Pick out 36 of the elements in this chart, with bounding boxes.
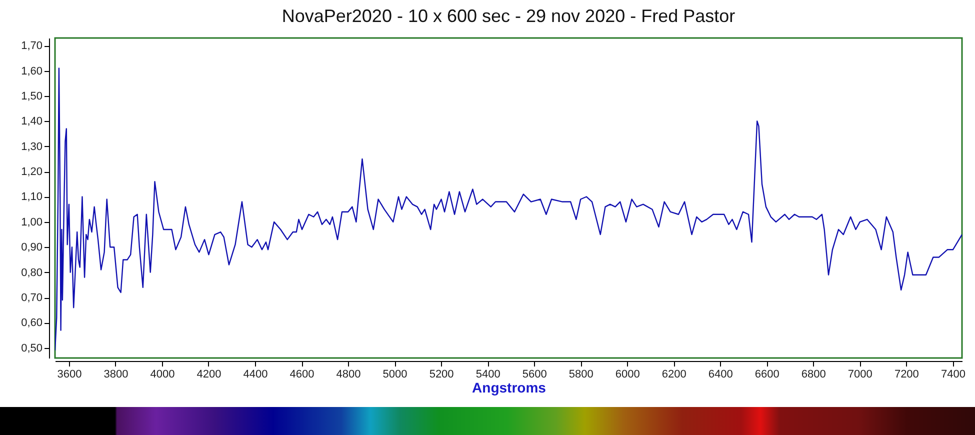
x-axis-title: Angstroms: [472, 380, 546, 396]
x-tick-label: 7200: [894, 368, 919, 380]
y-tick-label: 1,00: [21, 216, 42, 228]
y-tick-label: 0,80: [21, 266, 42, 279]
y-tick-label: 1,60: [21, 65, 42, 78]
x-tick-label: 4200: [196, 368, 222, 380]
x-tick-label: 5400: [476, 368, 500, 380]
x-tick-label: 3800: [104, 368, 128, 380]
x-tick-label: 7400: [940, 368, 966, 380]
chart-title: NovaPer2020 - 10 x 600 sec - 29 nov 2020 - Fred Pastor: [282, 6, 736, 26]
y-tick-label: 0,90: [21, 242, 42, 254]
x-tick-label: 6600: [754, 368, 780, 380]
x-tick-label: 7000: [848, 368, 872, 380]
x-tick-label: 3600: [57, 368, 82, 380]
y-tick-label: 0,70: [21, 292, 42, 304]
x-tick-label: 5800: [568, 368, 594, 380]
x-tick-label: 4400: [243, 368, 268, 380]
x-tick-label: 6400: [708, 368, 733, 380]
y-tick-label: 1,70: [21, 40, 42, 52]
y-tick-label: 0,50: [21, 342, 42, 354]
x-tick-label: 5600: [522, 368, 547, 380]
y-tick-label: 0,60: [21, 317, 42, 330]
y-tick-label: 1,30: [21, 140, 42, 153]
x-tick-label: 5000: [382, 368, 408, 380]
y-tick-label: 1,10: [21, 191, 42, 204]
x-tick-label: 6800: [801, 368, 826, 380]
y-tick-label: 1,20: [21, 166, 42, 178]
x-tick-label: 6200: [662, 368, 686, 380]
y-tick-label: 1,40: [21, 116, 42, 128]
x-tick-label: 4800: [336, 368, 361, 380]
x-tick-label: 4000: [150, 368, 175, 380]
x-tick-label: 5200: [429, 368, 454, 380]
line-series: [55, 68, 962, 352]
x-tick-label: 4600: [290, 368, 314, 380]
x-tick-label: 6000: [615, 368, 640, 380]
y-tick-label: 1,50: [21, 90, 42, 102]
